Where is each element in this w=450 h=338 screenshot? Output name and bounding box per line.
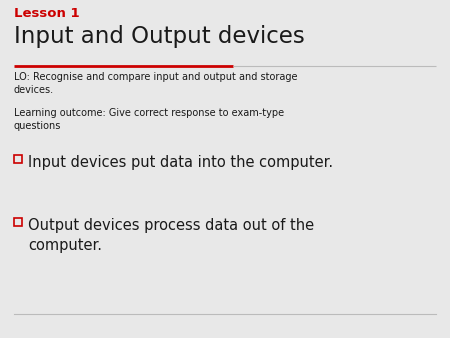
Bar	[14, 218, 22, 226]
Text: Learning outcome: Give correct response to exam-type
questions: Learning outcome: Give correct response …	[14, 108, 284, 131]
Text: Input and Output devices: Input and Output devices	[14, 25, 305, 48]
Text: Input devices put data into the computer.: Input devices put data into the computer…	[28, 155, 333, 170]
Text: Output devices process data out of the
computer.: Output devices process data out of the c…	[28, 218, 314, 253]
Bar	[14, 155, 22, 163]
Text: Lesson 1: Lesson 1	[14, 7, 80, 20]
Text: LO: Recognise and compare input and output and storage
devices.: LO: Recognise and compare input and outp…	[14, 72, 297, 95]
